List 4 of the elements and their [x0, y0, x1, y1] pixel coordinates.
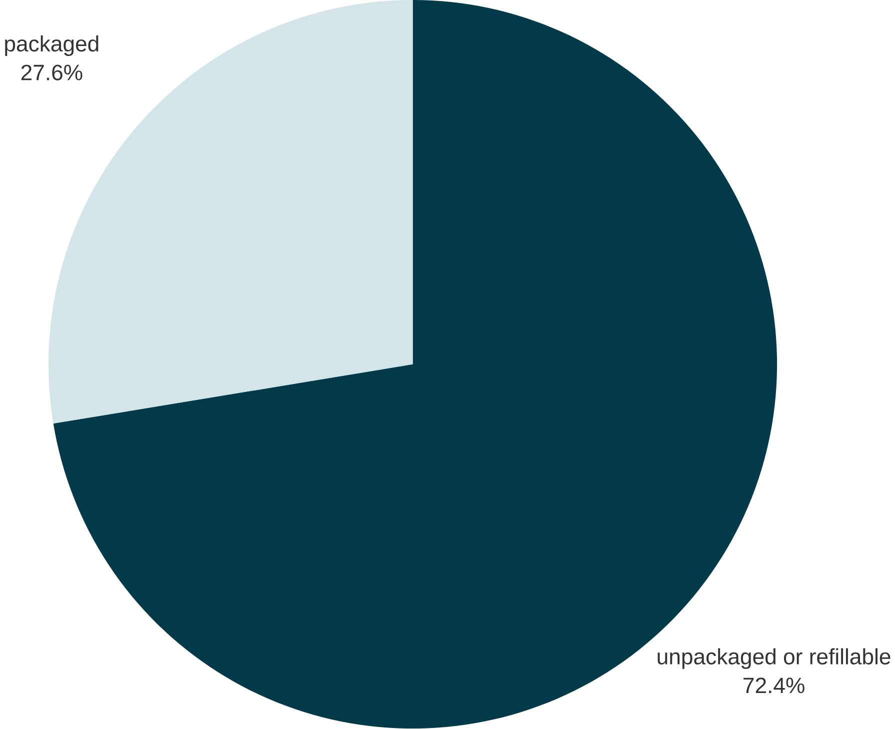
data-label: 72.4% [744, 678, 804, 694]
slice-label: unpackaged or refillable [658, 648, 890, 670]
slice-label: packaged [5, 36, 98, 56]
data-label: 27.6% [21, 64, 82, 81]
